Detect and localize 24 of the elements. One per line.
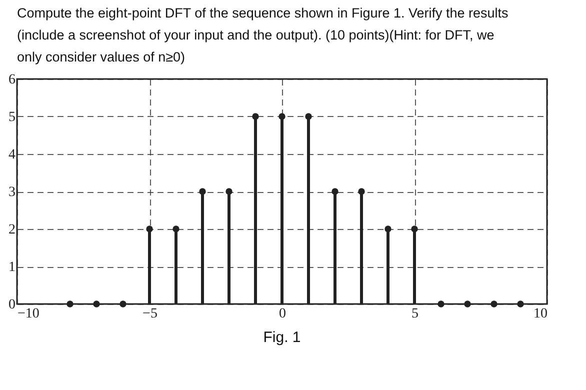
y-tick-label: 2: [8, 222, 16, 238]
chart-title: Compute the eight-point DFT of the sequence shown in Figure 1. Verify the results (include a screenshot of your input and the output). (10 points)(Hint: for DFT, we only consider values of n≥0): [17, 6, 509, 64]
point: [278, 113, 286, 120]
point: [252, 113, 259, 120]
point: [226, 188, 232, 195]
x-tick-label: 10: [534, 306, 548, 322]
y-tick-label: 3: [8, 185, 16, 200]
point: [411, 226, 418, 232]
caption: Fig. 1: [263, 329, 301, 346]
point: [146, 226, 153, 232]
y-tick-label: 1: [8, 260, 16, 275]
y-tick-label: 5: [8, 110, 16, 125]
point: [305, 113, 312, 120]
point: [358, 188, 365, 195]
x-tick-label: −5: [142, 306, 158, 322]
point: [384, 226, 392, 232]
point: [199, 188, 206, 195]
x-tick-label: −10: [18, 306, 40, 322]
y-tick-label: 6: [8, 72, 16, 88]
x-tick-label: 5: [412, 306, 418, 322]
y-tick-label: 4: [8, 148, 16, 162]
point: [172, 226, 180, 232]
x-tick-label: 0: [279, 306, 286, 322]
point: [332, 188, 338, 195]
